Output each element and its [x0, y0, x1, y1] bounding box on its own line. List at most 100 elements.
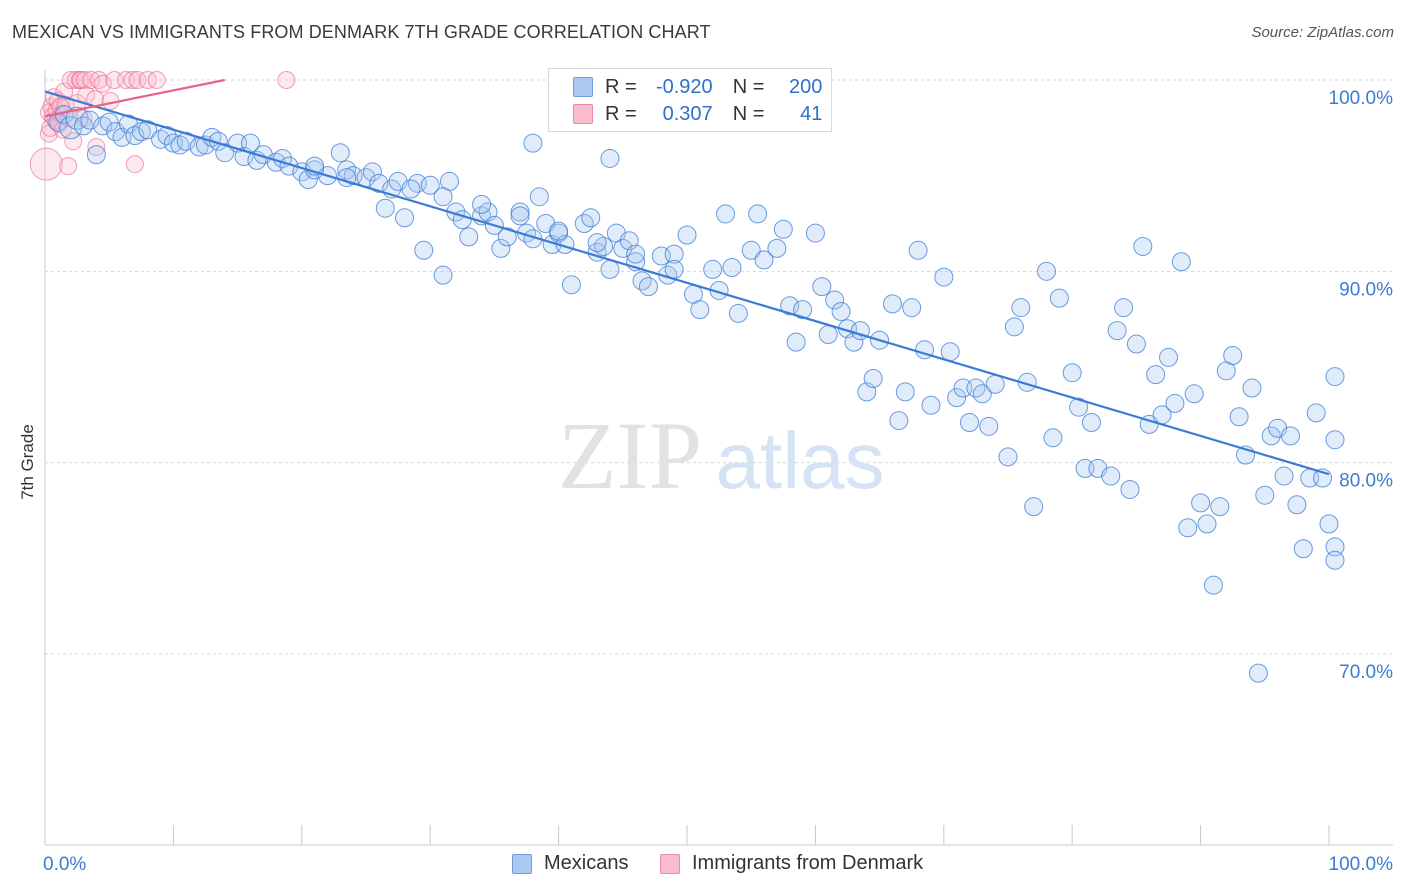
- data-point-mexicans: [940, 342, 960, 362]
- data-point-mexicans: [529, 187, 549, 207]
- data-point-mexicans: [1184, 384, 1204, 404]
- data-point-mexicans: [690, 300, 710, 320]
- legend-swatch-mexicans: [573, 77, 593, 97]
- data-point-denmark: [123, 71, 142, 89]
- data-point-mexicans: [728, 303, 748, 323]
- data-point-denmark: [277, 71, 296, 89]
- data-point-mexicans: [1223, 346, 1243, 366]
- watermark: ZIP atlas: [558, 402, 884, 509]
- data-point-mexicans: [459, 227, 479, 247]
- data-point-mexicans: [369, 173, 389, 193]
- data-point-mexicans: [330, 143, 350, 163]
- data-point-denmark: [125, 155, 144, 174]
- legend-label-denmark: Immigrants from Denmark: [692, 852, 924, 874]
- data-point-mexicans: [1261, 426, 1281, 446]
- data-point-mexicans: [626, 244, 646, 264]
- trend-line-mexicans: [44, 90, 1330, 476]
- data-point-mexicans: [1255, 485, 1275, 505]
- data-point-mexicans: [985, 374, 1005, 394]
- data-point-mexicans: [825, 290, 845, 310]
- legend-item-denmark[interactable]: Immigrants from Denmark: [660, 852, 923, 875]
- data-point-mexicans: [773, 219, 793, 239]
- correlation-legend: R = -0.920 N = 200 R = 0.307 N = 41: [548, 68, 832, 132]
- y-tick-label: 90.0%: [1339, 279, 1393, 300]
- data-point-mexicans: [741, 240, 761, 260]
- watermark-atlas: atlas: [716, 416, 885, 505]
- data-point-mexicans: [863, 368, 883, 388]
- data-point-mexicans: [1229, 407, 1249, 427]
- data-point-mexicans: [703, 259, 723, 279]
- data-point-denmark: [75, 71, 94, 89]
- data-point-mexicans: [600, 148, 620, 168]
- data-point-mexicans: [1024, 497, 1044, 517]
- data-point-mexicans: [549, 221, 569, 241]
- x-tick-label: 0.0%: [43, 854, 86, 875]
- data-point-mexicans: [1107, 321, 1127, 341]
- data-point-mexicans: [1171, 252, 1191, 272]
- data-point-mexicans: [157, 125, 177, 145]
- legend-swatch-denmark: [573, 104, 593, 124]
- legend-swatch-mexicans: [512, 853, 532, 874]
- data-point-mexicans: [395, 208, 415, 228]
- data-point-mexicans: [780, 296, 800, 316]
- data-point-mexicans: [1306, 403, 1326, 423]
- data-point-mexicans: [754, 250, 774, 270]
- data-point-mexicans: [1325, 430, 1345, 450]
- data-point-denmark: [86, 90, 105, 109]
- data-point-mexicans: [1146, 365, 1166, 385]
- data-point-mexicans: [1287, 495, 1307, 515]
- data-point-mexicans: [921, 395, 941, 415]
- data-point-mexicans: [1325, 550, 1345, 570]
- data-point-mexicans: [1114, 298, 1134, 318]
- data-point-mexicans: [1101, 466, 1121, 486]
- data-point-mexicans: [1004, 317, 1024, 337]
- data-point-mexicans: [131, 122, 151, 142]
- data-point-mexicans: [1248, 663, 1268, 683]
- data-point-denmark: [93, 74, 112, 93]
- data-point-denmark: [29, 147, 63, 181]
- y-tick-label: 80.0%: [1339, 471, 1393, 492]
- data-point-mexicans: [1178, 518, 1198, 538]
- legend-r-value: -0.920: [655, 75, 713, 98]
- gridlines: [45, 79, 1393, 655]
- source-credit: Source: ZipAtlas.com: [1251, 24, 1394, 41]
- data-point-mexicans: [491, 238, 511, 258]
- data-point-mexicans: [99, 112, 119, 132]
- data-point-mexicans: [1165, 393, 1185, 413]
- data-point-mexicans: [748, 204, 768, 224]
- x-tick-label: 100.0%: [1329, 854, 1394, 875]
- data-point-mexicans: [1197, 514, 1217, 534]
- data-point-mexicans: [600, 259, 620, 279]
- data-point-mexicans: [1191, 493, 1211, 513]
- data-point-mexicans: [1210, 497, 1230, 517]
- data-point-mexicans: [882, 294, 902, 314]
- data-point-mexicans: [1133, 236, 1153, 256]
- tick-labels: 100.0% 90.0% 80.0% 70.0% 0.0% 100.0%: [43, 88, 1393, 875]
- data-point-mexicans: [613, 238, 633, 258]
- data-point-mexicans: [1037, 261, 1057, 281]
- data-point-denmark: [128, 71, 147, 89]
- data-point-mexicans: [1062, 363, 1082, 383]
- legend-n-label: N =: [732, 75, 765, 98]
- legend-item-mexicans[interactable]: Mexicans: [512, 852, 628, 875]
- trend-line-denmark: [44, 78, 225, 118]
- data-point-mexicans: [947, 388, 967, 408]
- data-point-mexicans: [375, 198, 395, 218]
- data-point-mexicans: [1120, 479, 1140, 499]
- data-point-mexicans: [1325, 537, 1345, 557]
- data-point-mexicans: [793, 300, 813, 320]
- data-point-mexicans: [1280, 426, 1300, 446]
- legend-r-label: R =: [605, 102, 637, 125]
- data-point-mexicans: [581, 208, 601, 228]
- data-point-mexicans: [1325, 367, 1345, 387]
- data-point-mexicans: [959, 412, 979, 432]
- data-point-mexicans: [1081, 412, 1101, 432]
- legend-r-value: 0.307: [662, 102, 713, 125]
- data-point-mexicans: [934, 267, 954, 287]
- data-point-mexicans: [972, 384, 992, 404]
- data-point-mexicans: [1069, 397, 1089, 417]
- data-point-mexicans: [895, 382, 915, 402]
- y-tick-label: 100.0%: [1329, 88, 1394, 109]
- data-point-mexicans: [80, 110, 100, 130]
